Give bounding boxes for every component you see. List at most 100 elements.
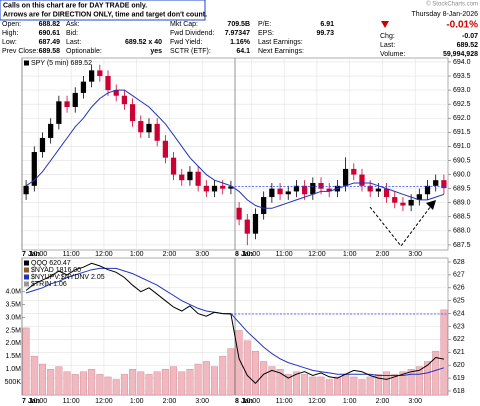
- volume-bar: [211, 366, 218, 396]
- y2-tick-label: 1.0M: [5, 366, 21, 373]
- volume-bar: [333, 376, 341, 396]
- volume-bar: [47, 368, 55, 396]
- y-tick-label: 689.5: [453, 185, 471, 192]
- y2-tick-label: 2.0M: [5, 340, 21, 347]
- volume-bar: [317, 376, 325, 396]
- x-tick-label: 2:00: [376, 398, 390, 405]
- volume-bar: [292, 371, 300, 396]
- volume-bar: [342, 374, 350, 396]
- candle-body: [89, 70, 95, 82]
- quote-label: Prev Close:: [2, 48, 38, 55]
- volume-bar: [276, 368, 284, 396]
- candle-body: [342, 168, 349, 186]
- y-tick-label: 691.5: [453, 129, 471, 136]
- x-tick-label: 3:00: [408, 398, 422, 405]
- y-tick-label: 620: [453, 362, 465, 369]
- volume-bar: [235, 330, 243, 396]
- down-arrow-icon: [381, 21, 389, 28]
- y-tick-label: 691.0: [453, 143, 471, 150]
- volume-bar: [366, 376, 374, 396]
- y-tick-label: 625: [453, 298, 465, 305]
- y-tick-label: 622: [453, 336, 465, 343]
- candle-body: [48, 123, 54, 138]
- candle-body: [326, 188, 332, 192]
- x-tick-label: 12:00: [308, 251, 326, 258]
- quote-label: Fwd Dividend:: [170, 30, 214, 37]
- quote-value: 689.58: [39, 48, 61, 55]
- quote-value: 689.52 x 40: [125, 39, 162, 46]
- y2-tick-label: 4.0M: [5, 289, 21, 296]
- y-tick-label: 692.5: [453, 101, 471, 108]
- x-tick-label: 11:00: [63, 398, 80, 405]
- candle-body: [228, 186, 234, 189]
- candle-body: [105, 76, 111, 91]
- summary-value: -0.07: [462, 33, 478, 40]
- x-tick-label: 8 Jan: [235, 398, 253, 405]
- y-tick-label: 623: [453, 323, 465, 330]
- volume-bar: [88, 368, 96, 396]
- x-tick-label: 3:00: [195, 251, 209, 258]
- candle-body: [383, 188, 390, 198]
- candle-body: [236, 207, 242, 220]
- candle-body: [285, 191, 291, 195]
- legend-label: SPY (5 min) 689.52: [31, 60, 92, 67]
- legend-label: $NYUPV:$NYDNV 2.05: [31, 274, 105, 281]
- volume-bar: [30, 356, 38, 396]
- quote-label: Low:: [2, 39, 17, 46]
- y2-tick-label: 2.5M: [5, 327, 21, 334]
- candle-body: [310, 182, 316, 195]
- legend-swatch: [24, 260, 29, 266]
- volume-bar: [202, 361, 210, 396]
- candle-body: [138, 121, 144, 133]
- candle-body: [154, 123, 160, 141]
- candle-body: [441, 180, 447, 189]
- volume-bar: [219, 356, 227, 396]
- quote-value: 688.82: [39, 21, 61, 28]
- candle-body: [187, 171, 193, 181]
- candle-body: [121, 95, 128, 105]
- candle-body: [318, 182, 324, 189]
- quote-label: SCTR (ETF):: [170, 48, 211, 55]
- candle-body: [113, 90, 119, 96]
- volume-bar: [39, 363, 46, 396]
- candle-body: [162, 140, 168, 158]
- y-tick-label: 690.0: [453, 171, 471, 178]
- y-tick-label: 693.5: [453, 73, 471, 80]
- candle-body: [400, 202, 406, 206]
- quote-value: 7.97347: [225, 30, 250, 37]
- x-tick-label: 12:00: [95, 398, 113, 405]
- volume-bar: [63, 371, 71, 396]
- candle-body: [392, 197, 398, 203]
- volume-bar: [161, 368, 169, 396]
- quote-label: Mkt Cap:: [170, 21, 198, 28]
- series-line: [25, 267, 445, 376]
- volume-bar: [104, 376, 112, 396]
- summary-value: 689.52: [457, 42, 479, 49]
- x-tick-label: 1:00: [343, 251, 357, 258]
- x-tick-label: 3:00: [195, 398, 209, 405]
- y-tick-label: 618: [453, 388, 465, 395]
- volume-bar: [55, 366, 63, 396]
- candle-body: [293, 185, 300, 192]
- note-line: Arrows are for DIRECTION ONLY, time and …: [3, 11, 207, 18]
- x-tick-label: 2:00: [163, 398, 177, 405]
- candle-body: [244, 219, 250, 234]
- y-tick-label: 621: [453, 349, 465, 356]
- candle-body: [80, 81, 87, 93]
- volume-bar: [178, 371, 186, 396]
- quote-value: 709.5B: [227, 21, 250, 28]
- volume-bar: [145, 374, 153, 396]
- candle-body: [302, 185, 308, 195]
- volume-bar: [268, 366, 276, 396]
- candle-body: [56, 101, 62, 124]
- summary-label: Chg:: [380, 33, 395, 40]
- volume-bar: [309, 376, 317, 396]
- x-tick-label: 10:00: [243, 251, 261, 258]
- candle-body: [31, 152, 37, 186]
- volume-bar: [301, 374, 309, 396]
- series-line: [25, 262, 444, 385]
- candle-body: [367, 185, 373, 192]
- y2-tick-label: 3.0M: [5, 314, 21, 321]
- series-line: [25, 89, 445, 209]
- quote-value: 687.49: [39, 39, 61, 46]
